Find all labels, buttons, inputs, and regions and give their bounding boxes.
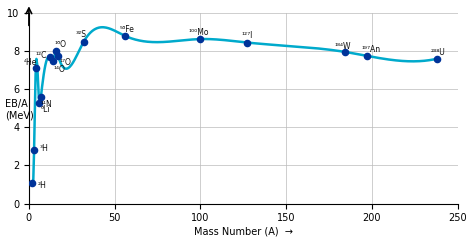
Text: ⁶Li: ⁶Li <box>41 105 51 114</box>
Text: ⁴He: ⁴He <box>24 58 37 67</box>
Text: ¹²C: ¹²C <box>36 51 47 60</box>
Point <box>46 55 53 59</box>
Point <box>243 41 251 44</box>
Text: ²H: ²H <box>37 181 46 190</box>
Text: ¹²⁷I: ¹²⁷I <box>242 31 253 40</box>
Text: ¹⁰⁰Mo: ¹⁰⁰Mo <box>189 28 209 37</box>
Text: ¹⁹⁷An: ¹⁹⁷An <box>362 45 381 54</box>
Text: ²³⁸U: ²³⁸U <box>430 48 445 57</box>
Point <box>36 101 43 104</box>
X-axis label: Mass Number (A)  →: Mass Number (A) → <box>194 226 293 236</box>
Text: ¹¹N: ¹¹N <box>41 100 53 109</box>
Text: ⁵⁶Fe: ⁵⁶Fe <box>120 25 135 34</box>
Point <box>433 57 441 61</box>
Point <box>121 34 129 38</box>
Point <box>49 59 57 63</box>
Point <box>80 40 88 43</box>
Text: ³H: ³H <box>39 144 48 153</box>
Point <box>30 148 38 152</box>
Text: EB/A
(MeV): EB/A (MeV) <box>5 99 34 120</box>
Point <box>32 66 39 70</box>
Text: ³²S: ³²S <box>75 30 86 39</box>
Point <box>28 181 36 184</box>
Point <box>53 50 60 53</box>
Point <box>363 54 371 58</box>
Text: ¹⁷O: ¹⁷O <box>60 58 72 67</box>
Text: ¹⁸⁴W: ¹⁸⁴W <box>334 42 351 51</box>
Text: ¹⁴O: ¹⁴O <box>54 65 66 74</box>
Point <box>55 54 62 58</box>
Point <box>197 37 204 41</box>
Text: ¹⁶O: ¹⁶O <box>55 40 67 49</box>
Point <box>341 50 348 54</box>
Point <box>37 95 45 99</box>
